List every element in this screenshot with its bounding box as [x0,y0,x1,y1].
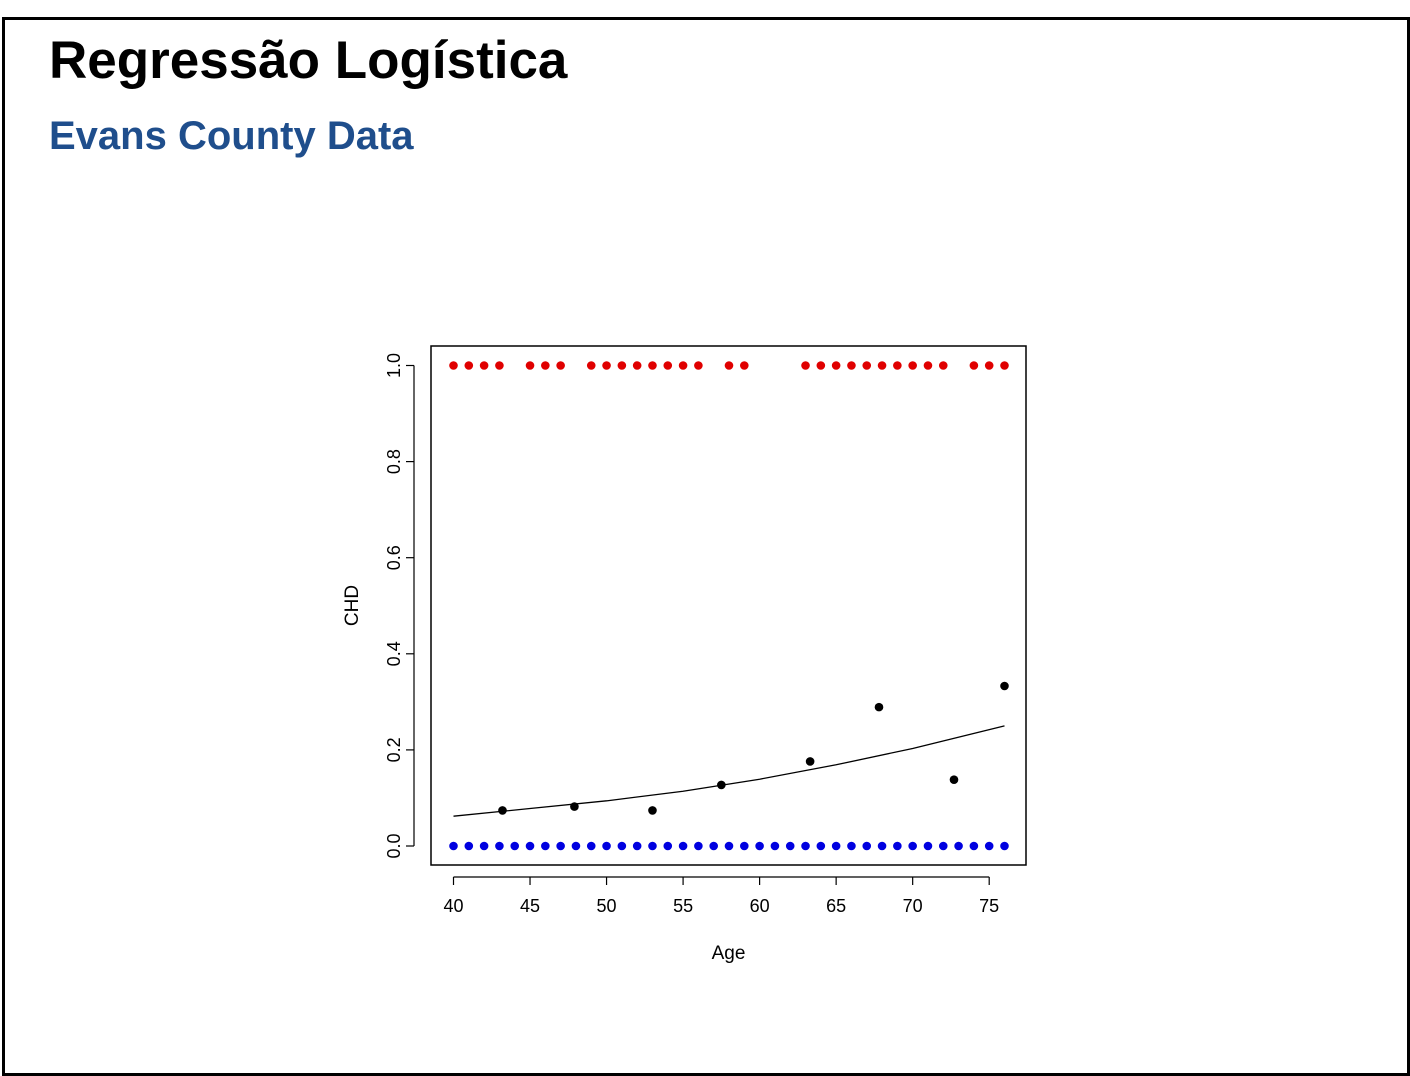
x-tick-label: 55 [673,896,693,916]
x-axis-label: Age [712,943,746,964]
x-tick-label: 60 [750,896,770,916]
data-point-series-2 [893,841,902,851]
data-point-series-2 [464,841,474,851]
data-point-series-1 [449,361,458,370]
data-point-series-1 [816,361,826,370]
y-tick-label: 0.4 [384,641,404,666]
data-point-series-3 [949,775,959,784]
x-axis: 40 45 50 55 60 65 70 75 [443,876,999,916]
data-point-series-1 [525,361,535,370]
data-point-series-1 [877,361,887,370]
data-point-series-3 [1000,681,1009,691]
data-point-series-1 [862,361,872,370]
plot-frame [430,345,1027,866]
y-tick-label: 0.0 [384,833,404,858]
data-point-series-2 [770,841,780,851]
data-point-series-3 [805,757,815,766]
x-tick-label: 40 [443,896,463,916]
data-point-series-2 [571,841,581,851]
data-point-series-2 [556,841,565,851]
data-point-series-2 [632,841,642,851]
data-point-series-2 [648,841,657,851]
data-point-series-1 [740,361,749,370]
data-point-series-1 [831,361,841,370]
data-point-series-1 [648,361,657,370]
x-tick-label: 65 [826,896,846,916]
data-point-series-2 [923,841,933,851]
data-point-series-2 [831,841,841,851]
data-point-series-2 [541,841,550,851]
data-point-series-2 [785,841,795,851]
data-point-series-2 [755,841,764,851]
data-point-series-1 [464,361,474,370]
data-point-series-1 [586,361,596,370]
data-point-series-2 [908,841,917,851]
data-point-series-2 [954,841,963,851]
data-point-series-1 [479,361,489,370]
slide: Regressão Logística Evans County Data [2,17,1410,1076]
y-axis: 0.0 0.2 0.4 0.6 0.8 1.0 [384,353,415,859]
data-point-series-1 [495,361,504,370]
data-point-series-1 [617,361,627,370]
data-point-series-1 [1000,361,1009,370]
data-point-series-1 [938,361,948,370]
data-point-series-3 [498,806,507,815]
data-point-series-1 [678,361,688,370]
slide-title: Regressão Logística [49,31,568,90]
data-point-series-1 [694,361,703,370]
data-point-series-1 [908,361,917,370]
data-point-series-2 [877,841,887,851]
data-point-series-2 [495,841,504,851]
y-tick-label: 0.6 [384,545,404,570]
data-point-series-2 [938,841,948,851]
data-point-series-1 [923,361,933,370]
data-point-series-2 [678,841,688,851]
data-point-series-1 [632,361,642,370]
data-point-series-2 [816,841,826,851]
data-point-series-1 [602,361,611,370]
data-point-series-2 [510,841,520,851]
data-point-series-1 [663,361,673,370]
fitted-curve [453,725,1005,817]
data-point-series-2 [617,841,627,851]
data-point-series-2 [602,841,611,851]
y-tick-label: 1.0 [384,353,404,378]
data-point-series-2 [724,841,734,851]
data-point-series-2 [740,841,749,851]
x-tick-label: 50 [597,896,617,916]
data-point-series-3 [648,806,657,815]
data-point-series-1 [984,361,994,370]
data-point-series-2 [479,841,489,851]
x-tick-label: 75 [979,896,999,916]
plot-marks [449,361,1009,851]
data-point-series-2 [847,841,856,851]
data-point-series-2 [709,841,718,851]
data-point-series-1 [801,361,810,370]
data-point-series-2 [862,841,872,851]
data-point-series-2 [525,841,535,851]
data-point-series-1 [541,361,550,370]
data-point-series-1 [556,361,565,370]
data-point-series-2 [969,841,979,851]
y-axis-label: CHD [342,585,363,626]
data-point-series-1 [893,361,902,370]
data-point-series-2 [663,841,673,851]
data-point-series-1 [847,361,856,370]
x-tick-label: 70 [903,896,923,916]
y-tick-label: 0.2 [384,737,404,762]
data-point-series-2 [801,841,810,851]
data-point-series-1 [724,361,734,370]
slide-subtitle: Evans County Data [49,114,414,158]
y-tick-label: 0.8 [384,449,404,474]
data-point-series-2 [586,841,596,851]
data-point-series-2 [984,841,994,851]
data-point-series-1 [969,361,979,370]
x-tick-label: 45 [520,896,540,916]
data-point-series-3 [874,702,884,712]
data-point-series-2 [1000,841,1009,851]
data-point-series-2 [449,841,458,851]
data-point-series-2 [694,841,703,851]
